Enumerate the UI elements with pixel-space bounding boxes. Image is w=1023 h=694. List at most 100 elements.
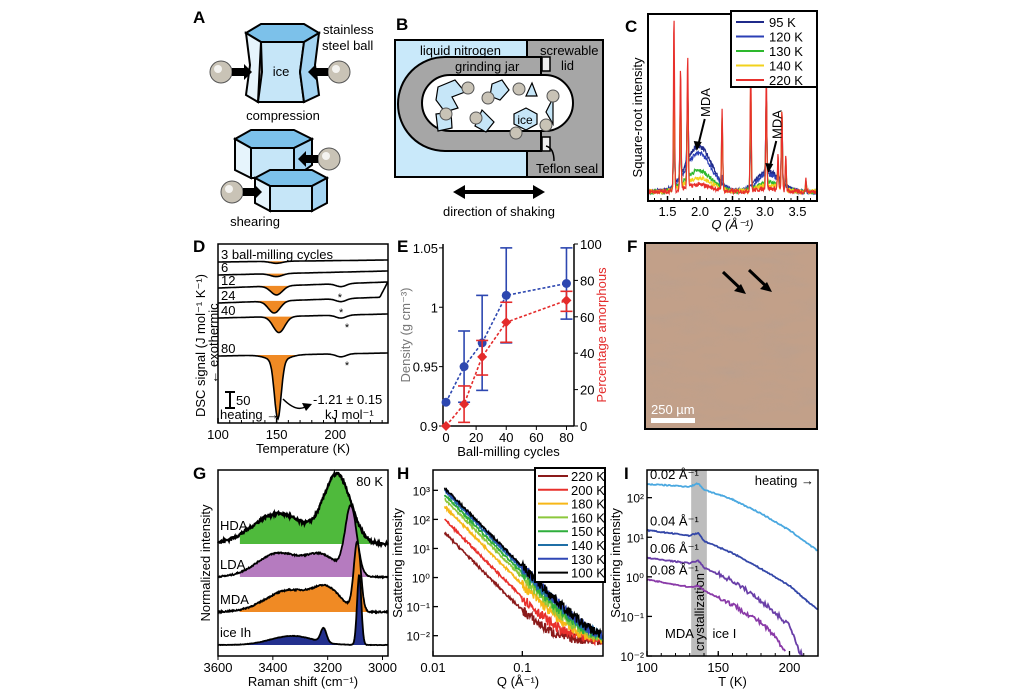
series-label: 0.06 Å⁻¹ bbox=[650, 541, 699, 556]
trace-label: 80 bbox=[221, 341, 235, 356]
heating-label: heating → bbox=[220, 407, 279, 422]
panel-c: C 1.5 2.0 2.5 3.0 3.5 Q (Å⁻¹) Square-root inte… bbox=[625, 10, 818, 232]
spectrum-line bbox=[217, 539, 389, 615]
spectrum-label: MDA bbox=[220, 592, 249, 607]
legend-label: 130 K bbox=[769, 44, 803, 59]
x-tick-label: 80 bbox=[559, 430, 573, 445]
data-point bbox=[459, 399, 470, 410]
annotation-label: MDA bbox=[769, 110, 784, 139]
panel-i: I crystallization 0.02 Å⁻¹ 0.04 Å⁻¹ 0.06 Å⁻… bbox=[608, 464, 819, 689]
ball-label-line2: steel ball bbox=[322, 38, 373, 53]
series-line bbox=[646, 482, 818, 552]
y-tick-label: 10³ bbox=[413, 484, 430, 498]
x-tick-label: 3600 bbox=[204, 660, 233, 675]
trace-label: 3 ball-milling cycles bbox=[221, 247, 333, 262]
y-tick-label: 0.9 bbox=[420, 419, 438, 434]
y-tick-label: 1 bbox=[431, 300, 438, 315]
annotation-arrow bbox=[697, 118, 706, 144]
data-point bbox=[477, 351, 488, 362]
dsc-trace bbox=[218, 281, 389, 314]
data-point bbox=[561, 279, 571, 288]
y-axis-label-2: ← exothermic bbox=[206, 303, 221, 384]
y-tick-label: 1.05 bbox=[413, 241, 438, 256]
annotation-arrow bbox=[769, 140, 778, 166]
legend-label: 140 K bbox=[769, 59, 803, 74]
dsc-trace bbox=[218, 259, 388, 265]
x-axis-label: Raman shift (cm⁻¹) bbox=[248, 674, 358, 689]
y-axis-label: Scattering intensity bbox=[390, 508, 405, 618]
steel-ball-icon bbox=[220, 180, 244, 204]
trace-label: 40 bbox=[221, 303, 235, 318]
x-tick-label: 200 bbox=[324, 427, 346, 442]
annotation-label: MDA bbox=[698, 88, 713, 117]
series-line bbox=[444, 518, 603, 647]
band-label: crystallization bbox=[692, 573, 707, 651]
plot-frame bbox=[217, 243, 389, 424]
x-tick-label: 2.0 bbox=[691, 204, 709, 219]
y-axis-label: Density (g cm⁻³) bbox=[398, 288, 413, 383]
steel-balls bbox=[439, 81, 560, 140]
x-axis-label: Q (Å⁻¹) bbox=[497, 674, 539, 689]
x-tick-label: 3200 bbox=[313, 660, 342, 675]
ice-prism-compression: ice bbox=[244, 23, 321, 104]
spectrum-label: HDA bbox=[220, 518, 248, 533]
enthalpy-fill bbox=[256, 285, 302, 295]
steel-ball-icon bbox=[317, 147, 341, 171]
y-tick-label: 10¹ bbox=[413, 542, 430, 556]
trace-label: 24 bbox=[221, 288, 235, 303]
series-line bbox=[646, 556, 804, 657]
teflon-seal bbox=[541, 136, 551, 152]
scale-bar-label: 50 bbox=[236, 393, 250, 408]
series-line-220k bbox=[647, 20, 818, 196]
scale-bar-label: 250 µm bbox=[651, 402, 695, 417]
annotation-arrowhead bbox=[765, 163, 774, 173]
y2-tick-label: 40 bbox=[580, 346, 594, 361]
y-tick-label: 10² bbox=[413, 513, 430, 527]
panel-label-i: I bbox=[624, 464, 629, 483]
x-tick-label: 150 bbox=[707, 660, 729, 675]
enthalpy-label: -1.21 ± 0.15 bbox=[313, 392, 382, 407]
teflon-seal-label: Teflon seal bbox=[536, 161, 598, 176]
legend-label: 150 K bbox=[571, 524, 605, 539]
data-point bbox=[441, 421, 452, 431]
y-tick-label: 10¹ bbox=[627, 531, 644, 545]
panel-label-c: C bbox=[625, 17, 637, 36]
enthalpy-fill bbox=[256, 316, 302, 333]
legend-label: 140 K bbox=[571, 538, 605, 553]
y-tick-label: 0.95 bbox=[413, 360, 438, 375]
legend-label: 220 K bbox=[571, 469, 605, 484]
x-tick-label: 0.1 bbox=[513, 660, 531, 675]
x-tick-label: 0 bbox=[442, 430, 449, 445]
dsc-trace bbox=[218, 313, 388, 334]
chart-g: HDA LDA MDA ice Ih 80 K 3600 3400 3200 3000 Raman… bbox=[198, 469, 397, 689]
legend-label: 220 K bbox=[769, 73, 803, 88]
x-tick-label: 3000 bbox=[368, 660, 397, 675]
lid-label: lid bbox=[561, 58, 574, 73]
x-axis-label: Ball-milling cycles bbox=[457, 444, 560, 459]
series-label: 0.08 Å⁻¹ bbox=[650, 563, 699, 578]
x-axis-label: Temperature (K) bbox=[256, 441, 350, 456]
series-line bbox=[646, 528, 819, 611]
legend-box bbox=[534, 467, 606, 583]
x-tick-label: 60 bbox=[529, 430, 543, 445]
asterisk: * bbox=[339, 307, 344, 319]
y-tick-label: 10⁻¹ bbox=[620, 610, 644, 624]
compression-label: compression bbox=[246, 108, 320, 123]
legend-label: 160 K bbox=[571, 510, 605, 525]
y2-axis-label: Percentage amorphous bbox=[594, 267, 609, 403]
panel-f: F 250 µm bbox=[627, 237, 818, 430]
x-axis-label: Q (Å⁻¹) bbox=[711, 217, 753, 232]
y2-tick-label: 0 bbox=[580, 419, 587, 434]
ice-prism-shearing bbox=[232, 129, 330, 213]
shearing-label: shearing bbox=[230, 214, 280, 229]
x-tick-label: 40 bbox=[499, 430, 513, 445]
asterisk: * bbox=[345, 322, 350, 334]
x-tick-label: 3.5 bbox=[788, 204, 806, 219]
spectrum-fill bbox=[239, 505, 380, 578]
ice-label: ice bbox=[273, 64, 290, 79]
dsc-trace bbox=[218, 352, 388, 421]
spectrum-line bbox=[217, 469, 389, 549]
